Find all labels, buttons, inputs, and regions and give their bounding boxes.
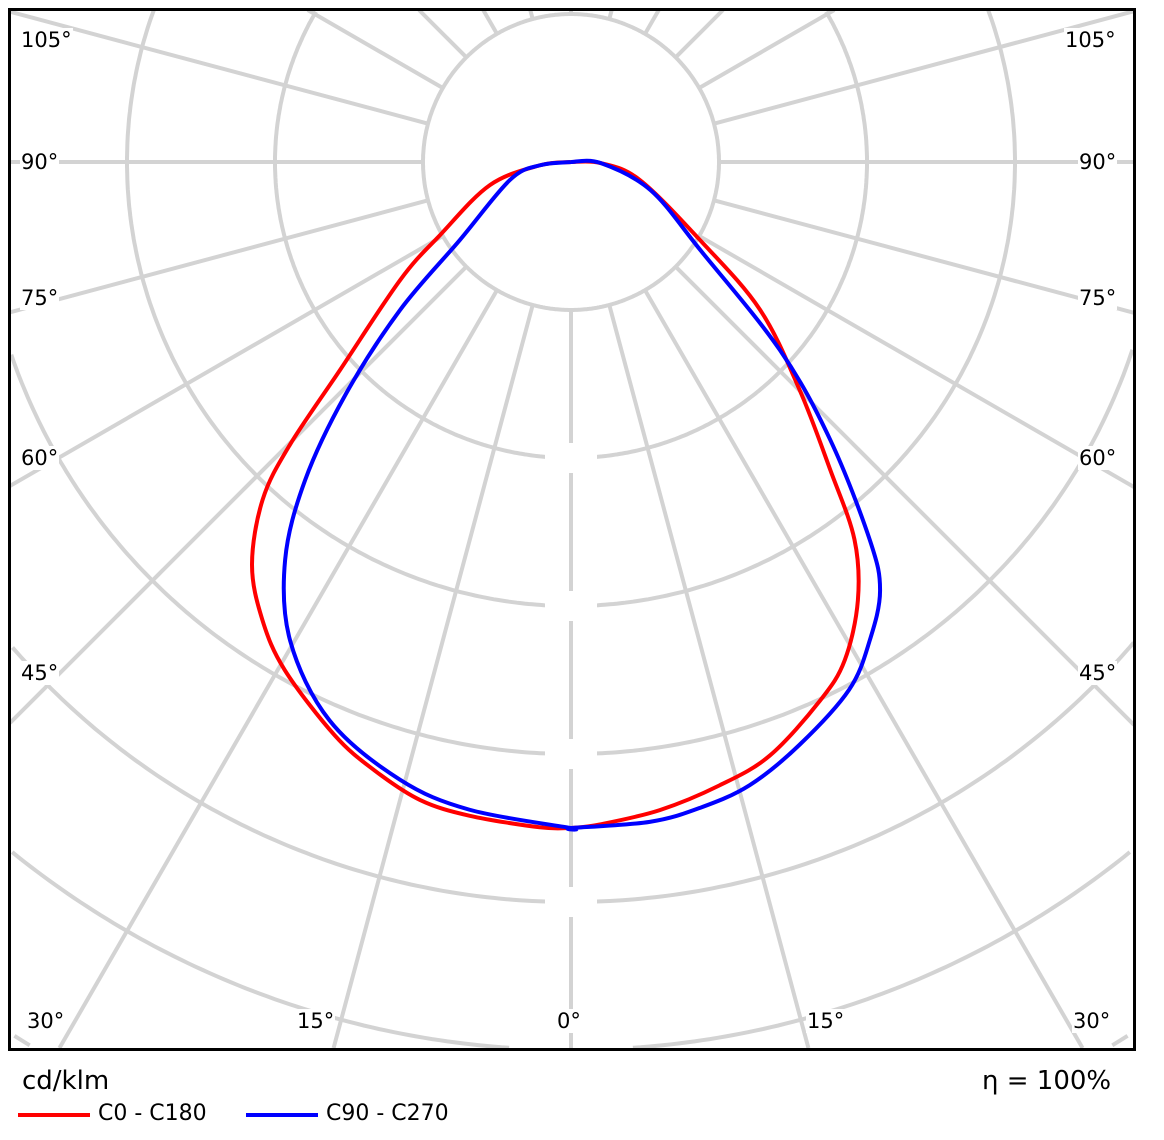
radial-label-gap — [545, 591, 597, 621]
grid-spoke — [10, 198, 429, 315]
plot-frame — [8, 8, 1136, 1051]
radial-label-gap — [545, 443, 597, 473]
grid-spoke — [481, 10, 499, 35]
angle-label-right-60: 60° — [1078, 446, 1118, 470]
legend-swatch-c0-c180 — [18, 1113, 90, 1117]
grid-spoke — [528, 10, 535, 20]
grid-spoke — [10, 10, 429, 126]
grid-spoke — [713, 10, 1134, 126]
angle-label-right-105: 105° — [1064, 28, 1117, 52]
legend-label-c0-c180: C0 - C180 — [98, 1101, 207, 1126]
angle-label-bottom-15-right: 15° — [806, 1009, 846, 1033]
angle-label-right-90: 90° — [1078, 150, 1118, 174]
grid-spoke — [10, 265, 468, 725]
grid-ring — [10, 850, 1132, 1048]
grid-spoke — [643, 10, 661, 35]
angle-label-bottom-0: 0° — [556, 1009, 582, 1033]
grid-ring — [13, 1034, 1129, 1048]
grid-ring — [11, 641, 1134, 904]
grid-spoke — [674, 10, 725, 59]
grid-spoke — [713, 198, 1134, 315]
legend-label-c90-c270: C90 - C270 — [326, 1101, 449, 1126]
angle-label-bottom-15-left: 15° — [296, 1009, 336, 1033]
grid-spoke — [607, 10, 614, 20]
angle-label-right-45: 45° — [1078, 661, 1118, 685]
radial-label-gap — [545, 887, 597, 917]
grid-spoke — [643, 289, 1085, 1048]
series-curve-c90-c270 — [281, 158, 883, 832]
grid-spoke — [57, 289, 499, 1048]
grid-spoke — [698, 10, 836, 90]
radial-label-gaps — [545, 443, 597, 917]
unit-label: cd/klm — [22, 1066, 110, 1096]
angle-label-bottom-30-right: 30° — [1072, 1009, 1112, 1033]
grid-spoke — [306, 10, 444, 90]
grid-spoke — [417, 10, 468, 59]
angle-label-left-60: 60° — [20, 446, 60, 470]
radial-label-gap — [545, 739, 597, 769]
efficiency-label: η = 100% — [982, 1066, 1112, 1096]
grid-spoke — [331, 304, 535, 1048]
series-curve-c0-c180 — [250, 159, 861, 831]
angle-label-left-75: 75° — [20, 286, 60, 310]
angle-label-bottom-30-left: 30° — [26, 1009, 66, 1033]
grid-spoke — [698, 234, 1134, 489]
legend-swatch-c90-c270 — [246, 1113, 318, 1117]
angle-label-left-90: 90° — [20, 150, 60, 174]
angle-label-left-45: 45° — [20, 661, 60, 685]
grid-spoke — [674, 265, 1134, 727]
grid-ring — [125, 10, 1017, 608]
curves — [250, 158, 883, 832]
grid-spoke — [10, 234, 444, 488]
grid-spoke — [607, 304, 811, 1048]
angle-label-right-75: 75° — [1078, 286, 1118, 310]
angle-label-left-105: 105° — [20, 28, 73, 52]
